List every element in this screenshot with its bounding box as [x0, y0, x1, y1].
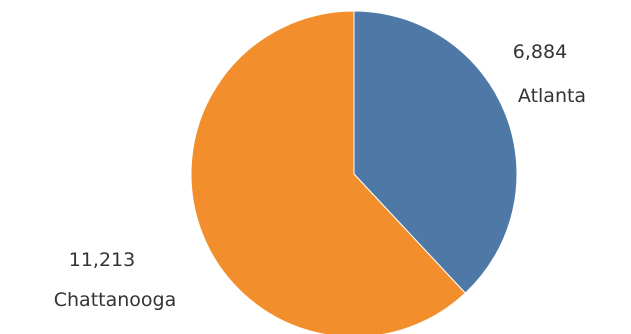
pie-slice-atlanta[interactable]	[353, 10, 518, 294]
slice-category-label-chattanooga: Chattanooga	[54, 289, 177, 311]
pie-slices	[190, 10, 518, 334]
slice-value-label-chattanooga: 11,213	[69, 249, 135, 271]
pie-slice-chattanooga[interactable]	[190, 10, 466, 334]
slice-value-label-atlanta: 6,884	[513, 41, 567, 63]
slice-category-label-atlanta: Atlanta	[518, 85, 586, 107]
